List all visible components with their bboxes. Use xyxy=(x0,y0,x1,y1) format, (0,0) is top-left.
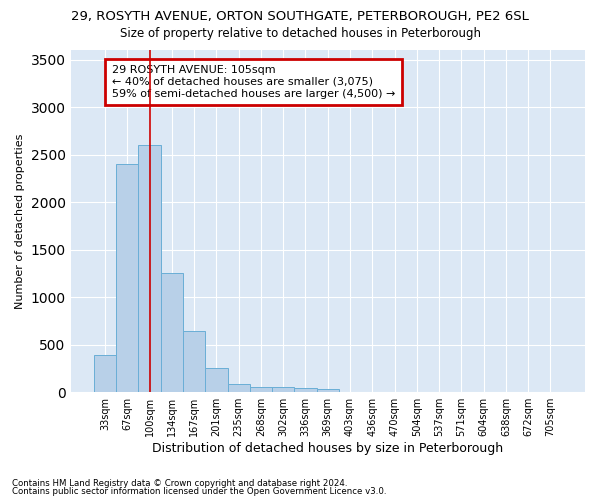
Bar xyxy=(250,387,272,392)
Bar xyxy=(272,387,295,392)
X-axis label: Distribution of detached houses by size in Peterborough: Distribution of detached houses by size … xyxy=(152,442,503,455)
Y-axis label: Number of detached properties: Number of detached properties xyxy=(15,134,25,309)
Bar xyxy=(116,164,139,392)
Text: Contains public sector information licensed under the Open Government Licence v3: Contains public sector information licen… xyxy=(12,487,386,496)
Bar xyxy=(227,384,250,392)
Bar xyxy=(94,355,116,392)
Bar xyxy=(139,145,161,392)
Bar xyxy=(317,390,339,392)
Bar xyxy=(161,274,183,392)
Text: Contains HM Land Registry data © Crown copyright and database right 2024.: Contains HM Land Registry data © Crown c… xyxy=(12,478,347,488)
Text: 29 ROSYTH AVENUE: 105sqm
← 40% of detached houses are smaller (3,075)
59% of sem: 29 ROSYTH AVENUE: 105sqm ← 40% of detach… xyxy=(112,66,395,98)
Text: 29, ROSYTH AVENUE, ORTON SOUTHGATE, PETERBOROUGH, PE2 6SL: 29, ROSYTH AVENUE, ORTON SOUTHGATE, PETE… xyxy=(71,10,529,23)
Bar xyxy=(295,388,317,392)
Bar xyxy=(183,332,205,392)
Bar xyxy=(205,368,227,392)
Text: Size of property relative to detached houses in Peterborough: Size of property relative to detached ho… xyxy=(119,28,481,40)
